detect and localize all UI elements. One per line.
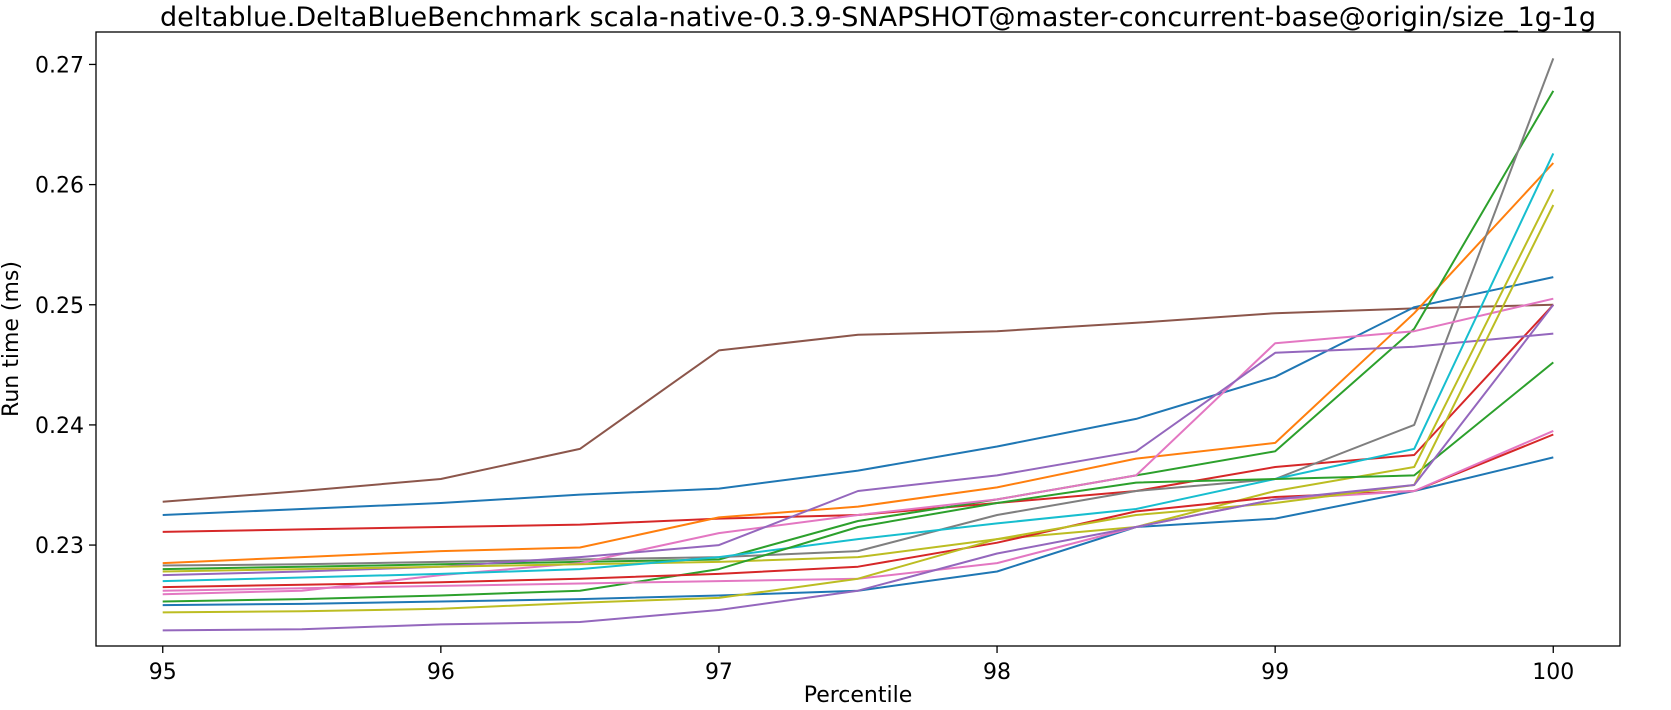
x-tick-label: 98: [983, 660, 1011, 685]
series-line-3: [162, 304, 1555, 533]
x-tick-label: 100: [1532, 660, 1574, 685]
x-axis-ticks: 95 96 97 98 99 100: [149, 646, 1574, 685]
y-tick-label: 0.23: [35, 534, 84, 559]
series-line-10: [162, 152, 1555, 583]
y-axis-ticks: 0.23 0.24 0.25 0.26 0.27: [35, 53, 96, 559]
y-tick-label: 0.27: [35, 53, 84, 78]
x-tick-label: 96: [427, 660, 455, 685]
series-line-4: [162, 162, 1555, 565]
series-line-15: [162, 204, 1555, 614]
x-tick-label: 97: [705, 660, 733, 685]
series-layer: [162, 58, 1555, 632]
series-line-7: [162, 297, 1554, 596]
y-tick-label: 0.25: [35, 294, 84, 319]
series-line-9: [162, 188, 1555, 573]
series-line-1: [162, 303, 1554, 503]
y-tick-label: 0.24: [35, 414, 84, 439]
series-line-5: [162, 90, 1555, 571]
x-axis-label: Percentile: [804, 683, 913, 708]
y-axis-label: Run time (ms): [0, 261, 24, 417]
x-tick-label: 95: [149, 660, 177, 685]
series-line-16: [162, 304, 1555, 632]
series-line-6: [162, 58, 1555, 567]
x-tick-label: 99: [1261, 660, 1289, 685]
series-line-13: [162, 433, 1554, 589]
y-tick-label: 0.26: [35, 174, 84, 199]
plot-frame: [95, 31, 1621, 647]
series-line-11: [162, 361, 1554, 603]
chart-title: deltablue.DeltaBlueBenchmark scala-nativ…: [160, 2, 1596, 33]
series-line-2: [162, 276, 1554, 516]
